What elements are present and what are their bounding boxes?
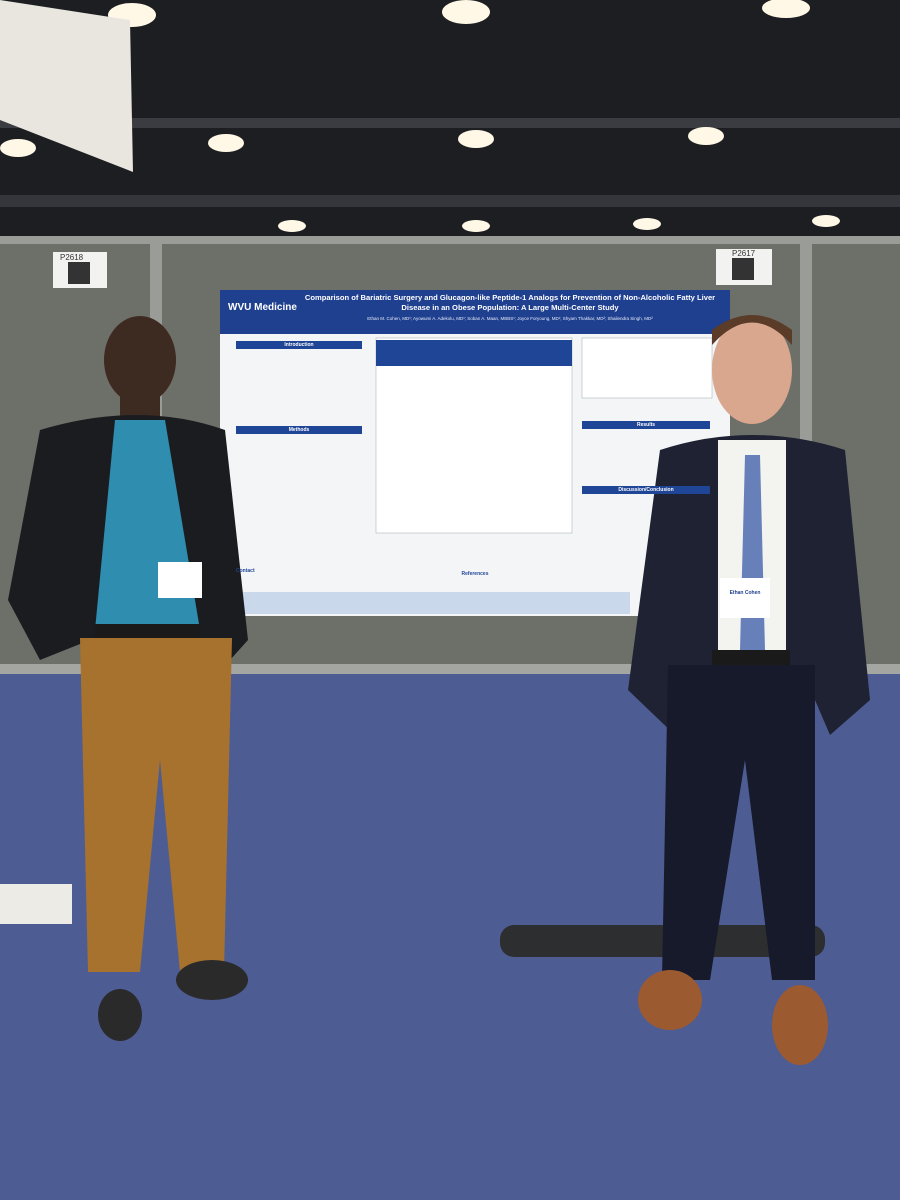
board-frame — [0, 664, 900, 674]
qr-code — [68, 262, 90, 284]
poster-table — [375, 337, 573, 534]
person-right — [628, 315, 870, 1065]
poster-tube — [500, 925, 825, 957]
section-header: Results — [582, 421, 710, 429]
poster-title: Comparison of Bariatric Surgery and Gluc… — [304, 293, 716, 312]
poster-logo: WVU Medicine — [228, 302, 297, 313]
beam — [0, 118, 900, 128]
contact-bar — [236, 592, 630, 614]
ceiling-lights — [0, 0, 840, 232]
booth-number: P2617 — [732, 249, 756, 258]
section-header: Contact — [236, 568, 255, 574]
section-header: Introduction — [236, 341, 362, 349]
banner — [0, 0, 133, 172]
poster-table — [581, 337, 713, 399]
table-header — [376, 340, 572, 366]
board-frame — [0, 236, 900, 244]
poster-header — [220, 290, 730, 334]
section-header: References — [461, 571, 489, 577]
name-badge: Ethan Cohen — [729, 590, 761, 596]
beam — [0, 195, 900, 207]
person-left — [8, 316, 248, 1041]
poster-authors: Ethan M. Cohen, MD¹; Ayowumi A. Adekolu,… — [367, 316, 653, 321]
box — [0, 884, 72, 924]
section-header: Discussion/Conclusion — [582, 486, 710, 494]
booth-number: P2618 — [60, 253, 84, 262]
qr-code — [732, 258, 754, 280]
section-header: Methods — [236, 426, 362, 434]
